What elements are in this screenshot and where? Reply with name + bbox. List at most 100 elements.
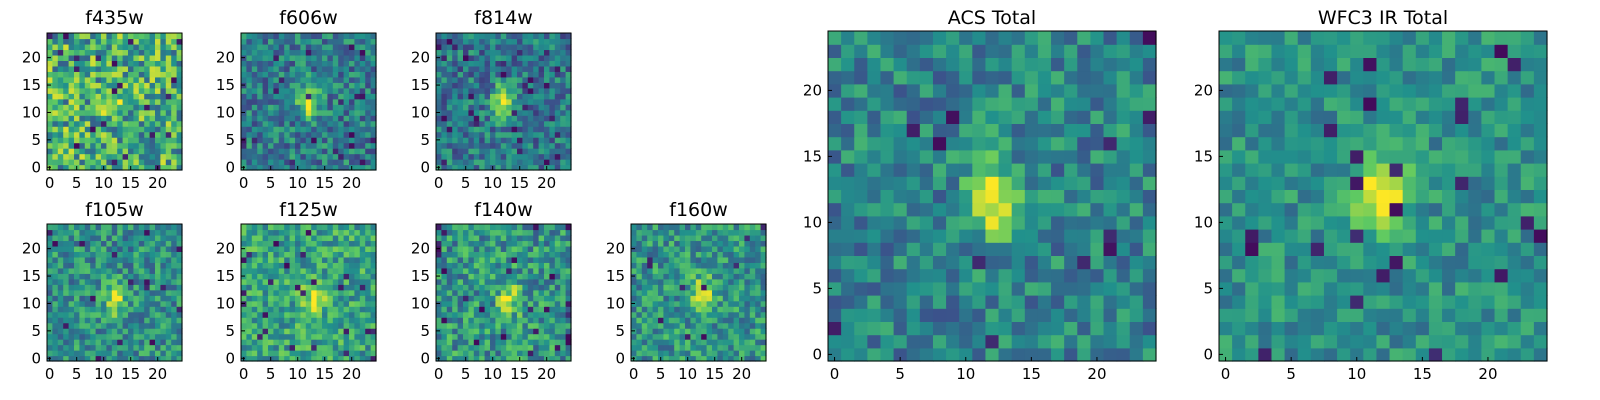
pixel-cell: [722, 262, 729, 269]
pixel-cell: [457, 82, 464, 89]
pixel-cell: [251, 295, 258, 302]
pixel-cell: [117, 142, 124, 149]
pixel-cell: [749, 240, 756, 247]
pixel-cell: [295, 65, 301, 72]
pixel-cell: [565, 33, 572, 40]
pixel-cell: [343, 148, 350, 155]
pixel-cell: [305, 333, 312, 340]
pixel-cell: [479, 115, 486, 122]
pixel-cell: [468, 240, 475, 247]
pixel-cell: [685, 300, 691, 307]
pixel-cell: [138, 33, 145, 40]
pixel-cell: [733, 344, 740, 351]
pixel-cell: [841, 149, 855, 164]
pixel-cell: [155, 333, 161, 340]
pixel-cell: [106, 38, 113, 45]
pixel-cell: [332, 344, 339, 351]
pixel-cell: [241, 344, 247, 351]
pixel-cell: [133, 142, 140, 149]
pixel-cell: [828, 163, 842, 177]
pixel-cell: [760, 295, 767, 302]
pixel-cell: [79, 60, 86, 67]
pixel-cell: [122, 300, 129, 307]
pixel-cell: [511, 339, 518, 346]
pixel-cell: [90, 350, 97, 357]
pixel-cell: [463, 49, 469, 56]
pixel-cell: [122, 43, 129, 51]
pixel-cell: [452, 234, 459, 242]
pixel-cell: [841, 215, 855, 230]
pixel-cell: [538, 115, 545, 122]
pixel-cell: [463, 120, 469, 127]
pixel-cell: [706, 240, 713, 247]
pixel-cell: [332, 137, 339, 144]
pixel-cell: [554, 142, 561, 149]
pixel-cell: [663, 240, 670, 247]
pixel-cell: [63, 65, 70, 72]
pixel-cell: [278, 317, 285, 324]
y-tick-label: 20: [606, 240, 625, 258]
pixel-cell: [365, 153, 372, 160]
pixel-cell: [1064, 242, 1078, 256]
pixel-cell: [90, 284, 97, 291]
pixel-cell: [1090, 255, 1105, 270]
pixel-cell: [365, 43, 372, 51]
pixel-cell: [95, 328, 102, 335]
pixel-cell: [359, 38, 366, 45]
pixel-cell: [90, 234, 97, 242]
pixel-cell: [880, 202, 895, 217]
pixel-cell: [359, 240, 366, 247]
pixel-cell: [354, 317, 361, 324]
pixel-cell: [441, 71, 448, 78]
pixel-cell: [365, 224, 372, 231]
pixel-cell: [284, 60, 291, 67]
pixel-cell: [241, 115, 247, 122]
pixel-cell: [311, 306, 318, 313]
pixel-cell: [338, 71, 345, 78]
pixel-cell: [436, 142, 442, 149]
pixel-cell: [47, 262, 53, 269]
pixel-cell: [484, 322, 491, 329]
pixel-cell: [533, 98, 540, 105]
pixel-cell: [295, 333, 301, 340]
pixel-cell: [63, 284, 70, 291]
pixel-cell: [1129, 163, 1144, 177]
pixel-cell: [549, 131, 556, 138]
pixel-cell: [160, 115, 167, 122]
pixel-cell: [95, 60, 102, 67]
pixel-cell: [652, 284, 659, 291]
pixel-cell: [171, 224, 178, 231]
pixel-cell: [674, 328, 681, 335]
pixel-cell: [295, 49, 301, 56]
pixel-cell: [457, 262, 464, 269]
pixel-cell: [246, 256, 253, 263]
pixel-cell: [495, 234, 502, 242]
pixel-cell: [257, 153, 264, 160]
panel-title: f125w: [279, 199, 338, 221]
pixel-cell: [343, 159, 350, 166]
pixel-cell: [506, 33, 513, 40]
pixel-cell: [674, 251, 681, 258]
pixel-cell: [354, 350, 361, 357]
pixel-cell: [327, 87, 334, 94]
pixel-cell: [565, 311, 572, 318]
pixel-cell: [985, 163, 1000, 177]
pixel-cell: [495, 148, 502, 155]
pixel-cell: [322, 300, 328, 307]
pixel-cell: [160, 322, 167, 329]
pixel-cell: [79, 126, 86, 133]
pixel-cell: [289, 98, 296, 105]
pixel-cell: [749, 350, 756, 357]
pixel-cell: [441, 284, 448, 291]
pixel-cell: [311, 71, 318, 78]
pixel-cell: [106, 159, 113, 166]
pixel-cell: [95, 137, 102, 144]
pixel-cell: [717, 300, 724, 307]
pixel-cell: [332, 295, 339, 302]
pixel-cell: [133, 93, 140, 100]
pixel-cell: [354, 33, 361, 40]
pixel-cell: [327, 284, 334, 291]
pixel-cell: [1051, 189, 1065, 204]
pixel-cell: [706, 224, 713, 231]
pixel-cell: [155, 76, 161, 83]
